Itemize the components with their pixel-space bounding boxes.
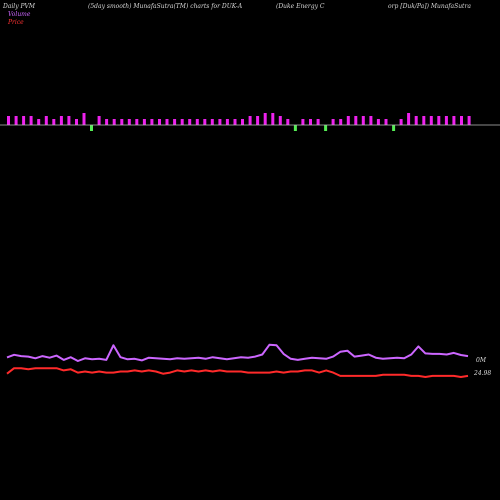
volume-bar — [278, 116, 282, 125]
volume-bar — [233, 119, 237, 125]
volume-bar — [97, 116, 101, 125]
volume-bar — [444, 116, 448, 125]
volume-bar — [225, 119, 229, 125]
volume-bar — [173, 119, 177, 125]
volume-bar — [67, 116, 71, 125]
volume-bar — [59, 116, 63, 125]
volume-bar — [105, 119, 109, 125]
volume-bar — [44, 116, 48, 125]
volume-bar — [158, 119, 161, 125]
volume-bar — [354, 116, 358, 125]
chart-title-right-b: orp [Duk/Pa]) MunafaSutra — [388, 3, 471, 10]
volume-bar — [241, 119, 244, 125]
volume-bar — [120, 119, 124, 125]
volume-bar — [263, 113, 267, 125]
volume-bar — [324, 125, 328, 131]
volume-bar — [331, 119, 335, 125]
volume-bar — [188, 119, 192, 125]
volume-bar — [142, 119, 146, 125]
volume-bar — [452, 116, 456, 125]
volume-line — [6, 343, 469, 362]
volume-bar — [248, 116, 252, 125]
volume-bar — [346, 116, 350, 125]
volume-bar — [301, 119, 305, 125]
volume-bar — [14, 116, 18, 125]
volume-bar — [256, 116, 260, 125]
volume-bars — [7, 113, 471, 131]
volume-bar — [384, 119, 388, 125]
volume-bar — [286, 119, 290, 125]
volume-bar — [90, 125, 93, 131]
volume-bar — [376, 119, 380, 125]
volume-bar — [218, 119, 222, 125]
legend-price: Price — [8, 19, 24, 26]
volume-bar — [422, 116, 426, 125]
chart-title-mid: (5day smooth) MunafaSutra(TM) charts for… — [88, 3, 243, 10]
volume-bar — [271, 113, 275, 125]
volume-bar — [467, 116, 471, 125]
volume-bar — [203, 119, 207, 125]
volume-bar — [127, 119, 131, 125]
volume-bar — [150, 119, 154, 125]
price-axis-label: 24.98 — [473, 370, 491, 377]
volume-bar — [165, 119, 169, 125]
volume-bar — [22, 116, 26, 125]
volume-bar — [210, 119, 214, 125]
volume-bar — [82, 113, 86, 125]
volume-bar — [316, 119, 320, 125]
volume-bar — [429, 116, 433, 125]
volume-bar — [414, 116, 418, 125]
volume-bar — [52, 119, 56, 125]
volume-bar — [407, 113, 411, 125]
chart-title-left: Daily PVM — [3, 3, 36, 10]
volume-bar — [309, 119, 312, 125]
volume-bar — [75, 119, 78, 125]
volume-bar — [195, 119, 199, 125]
price-line — [6, 367, 469, 378]
volume-axis-label: 0M — [476, 357, 487, 364]
volume-bar — [37, 119, 41, 125]
volume-bar — [7, 116, 10, 125]
volume-bar — [135, 119, 139, 125]
volume-bar — [361, 116, 365, 125]
volume-bar — [180, 119, 184, 125]
volume-bar — [437, 116, 441, 125]
volume-bar — [29, 116, 33, 125]
volume-bar — [392, 125, 396, 131]
volume-bar — [460, 116, 463, 125]
volume-bar — [112, 119, 116, 125]
volume-bar — [339, 119, 343, 125]
legend-volume: Volume — [8, 11, 31, 18]
volume-bar — [369, 116, 373, 125]
chart-title-right-a: (Duke Energy C — [276, 3, 325, 10]
volume-bar — [399, 119, 403, 125]
volume-bar — [293, 125, 297, 131]
